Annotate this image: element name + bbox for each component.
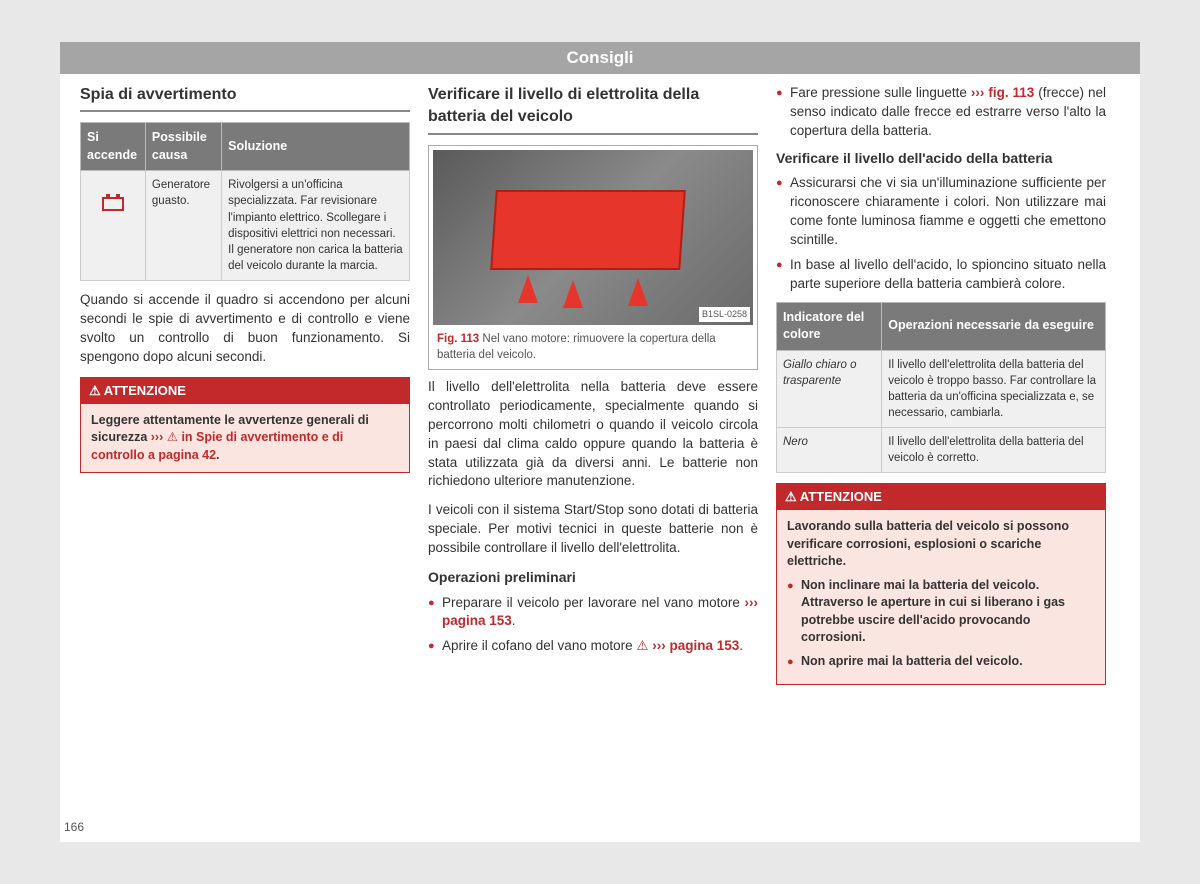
section-title-electrolyte: Verificare il livello di elettrolita del… bbox=[428, 84, 758, 135]
section-title-warning-light: Spia di avvertimento bbox=[80, 84, 410, 112]
manual-page: Consigli Spia di avvertimento Si accende… bbox=[60, 42, 1140, 842]
table-row: Nero Il livello dell'elettrolita della b… bbox=[777, 427, 1106, 472]
bullet-end: . bbox=[512, 613, 516, 628]
th-cause: Possibile causa bbox=[145, 123, 221, 171]
paragraph: I veicoli con il sistema Start/Stop sono… bbox=[428, 501, 758, 558]
content-columns: Spia di avvertimento Si accende Possibil… bbox=[60, 84, 1140, 695]
warning-light-table: Si accende Possibile causa Soluzione Gen… bbox=[80, 122, 410, 281]
column-3: Fare pressione sulle linguette ››› fig. … bbox=[776, 84, 1106, 695]
cell-color: Nero bbox=[777, 427, 882, 472]
list-item: Preparare il veicolo per lavorare nel va… bbox=[428, 594, 758, 632]
bullet-list: Preparare il veicolo per lavorare nel va… bbox=[428, 594, 758, 657]
attention-body: Lavorando sulla batteria del veicolo si … bbox=[777, 510, 1105, 684]
page-number: 166 bbox=[64, 820, 84, 834]
figure-caption-text: Nel vano motore: rimuovere la copertura … bbox=[437, 333, 716, 361]
figure-stamp: B1SL-0258 bbox=[699, 307, 750, 322]
list-item: Aprire il cofano del vano motore ⚠ ››› p… bbox=[428, 637, 758, 656]
chevron-icon: ››› bbox=[151, 430, 164, 444]
list-item: Fare pressione sulle linguette ››› fig. … bbox=[776, 84, 1106, 141]
paragraph: Quando si accende il quadro si accendono… bbox=[80, 291, 410, 367]
th-indicator: Indicatore del colore bbox=[777, 302, 882, 350]
bullet-text: Aprire il cofano del vano motore bbox=[442, 638, 636, 653]
attention-header: ATTENZIONE bbox=[81, 378, 409, 404]
bullet-text: Preparare il veicolo per lavorare nel va… bbox=[442, 595, 745, 610]
cell-icon bbox=[81, 171, 146, 281]
th-lights: Si accende bbox=[81, 123, 146, 171]
figure-image: B1SL-0258 bbox=[433, 150, 753, 325]
bullet-end: . bbox=[739, 638, 743, 653]
attention-box: ATTENZIONE Lavorando sulla batteria del … bbox=[776, 483, 1106, 685]
bullet-list: Assicurarsi che vi sia un'illuminazione … bbox=[776, 174, 1106, 293]
chevron-icon: ››› bbox=[971, 85, 988, 100]
subheading-preliminary: Operazioni preliminari bbox=[428, 568, 758, 588]
list-item: In base al livello dell'acido, lo spionc… bbox=[776, 256, 1106, 294]
color-indicator-table: Indicatore del colore Operazioni necessa… bbox=[776, 302, 1106, 474]
arrow-up-icon bbox=[518, 275, 538, 303]
th-operations: Operazioni necessarie da eseguire bbox=[882, 302, 1106, 350]
figure-113: B1SL-0258 Fig. 113 Nel vano motore: rimu… bbox=[428, 145, 758, 370]
warn-item: Non aprire mai la batteria del veicolo. bbox=[787, 653, 1095, 671]
warn-item: Non inclinare mai la batteria del veicol… bbox=[787, 577, 1095, 647]
list-item: Assicurarsi che vi sia un'illuminazione … bbox=[776, 174, 1106, 250]
figure-caption: Fig. 113 Nel vano motore: rimuovere la c… bbox=[433, 325, 753, 365]
bullet-text: Fare pressione sulle linguette bbox=[790, 85, 971, 100]
bullet-list: Fare pressione sulle linguette ››› fig. … bbox=[776, 84, 1106, 141]
arrow-up-icon bbox=[628, 278, 648, 306]
warn-end: . bbox=[216, 448, 219, 462]
battery-cover-illustration bbox=[490, 190, 686, 270]
attention-body: Leggere attentamente le avvertenze gener… bbox=[81, 404, 409, 473]
arrow-up-icon bbox=[563, 280, 583, 308]
cell-action: Il livello dell'elettrolita della batter… bbox=[882, 427, 1106, 472]
column-1: Spia di avvertimento Si accende Possibil… bbox=[80, 84, 410, 695]
subheading-acid-level: Verificare il livello dell'acido della b… bbox=[776, 149, 1106, 169]
page-ref-link[interactable]: pagina 153 bbox=[669, 638, 739, 653]
warn-intro: Lavorando sulla batteria del veicolo si … bbox=[787, 519, 1069, 568]
page-header: Consigli bbox=[60, 42, 1140, 74]
warn-bullet-list: Non inclinare mai la batteria del veicol… bbox=[787, 577, 1095, 671]
table-row: Giallo chiaro o trasparente Il livello d… bbox=[777, 350, 1106, 427]
fig-ref-link[interactable]: fig. 113 bbox=[988, 85, 1034, 100]
attention-header: ATTENZIONE bbox=[777, 484, 1105, 510]
cell-solution: Rivolgersi a un'officina specializzata. … bbox=[222, 171, 410, 281]
chevron-icon: ››› bbox=[745, 595, 759, 610]
page-ref-link[interactable]: pagina 153 bbox=[442, 613, 512, 628]
th-solution: Soluzione bbox=[222, 123, 410, 171]
warning-triangle-icon: ⚠ bbox=[167, 430, 182, 444]
table-row: Generatore guasto. Rivolgersi a un'offic… bbox=[81, 171, 410, 281]
column-2: Verificare il livello di elettrolita del… bbox=[428, 84, 758, 695]
battery-warning-icon bbox=[102, 197, 124, 211]
figure-number: Fig. 113 bbox=[437, 333, 479, 345]
cell-color: Giallo chiaro o trasparente bbox=[777, 350, 882, 427]
cell-cause: Generatore guasto. bbox=[145, 171, 221, 281]
warning-triangle-icon: ⚠ bbox=[636, 638, 652, 653]
cell-action: Il livello dell'elettrolita della batter… bbox=[882, 350, 1106, 427]
chevron-icon: ››› bbox=[652, 638, 669, 653]
attention-box: ATTENZIONE Leggere attentamente le avver… bbox=[80, 377, 410, 474]
paragraph: Il livello dell'elettrolita nella batter… bbox=[428, 378, 758, 491]
